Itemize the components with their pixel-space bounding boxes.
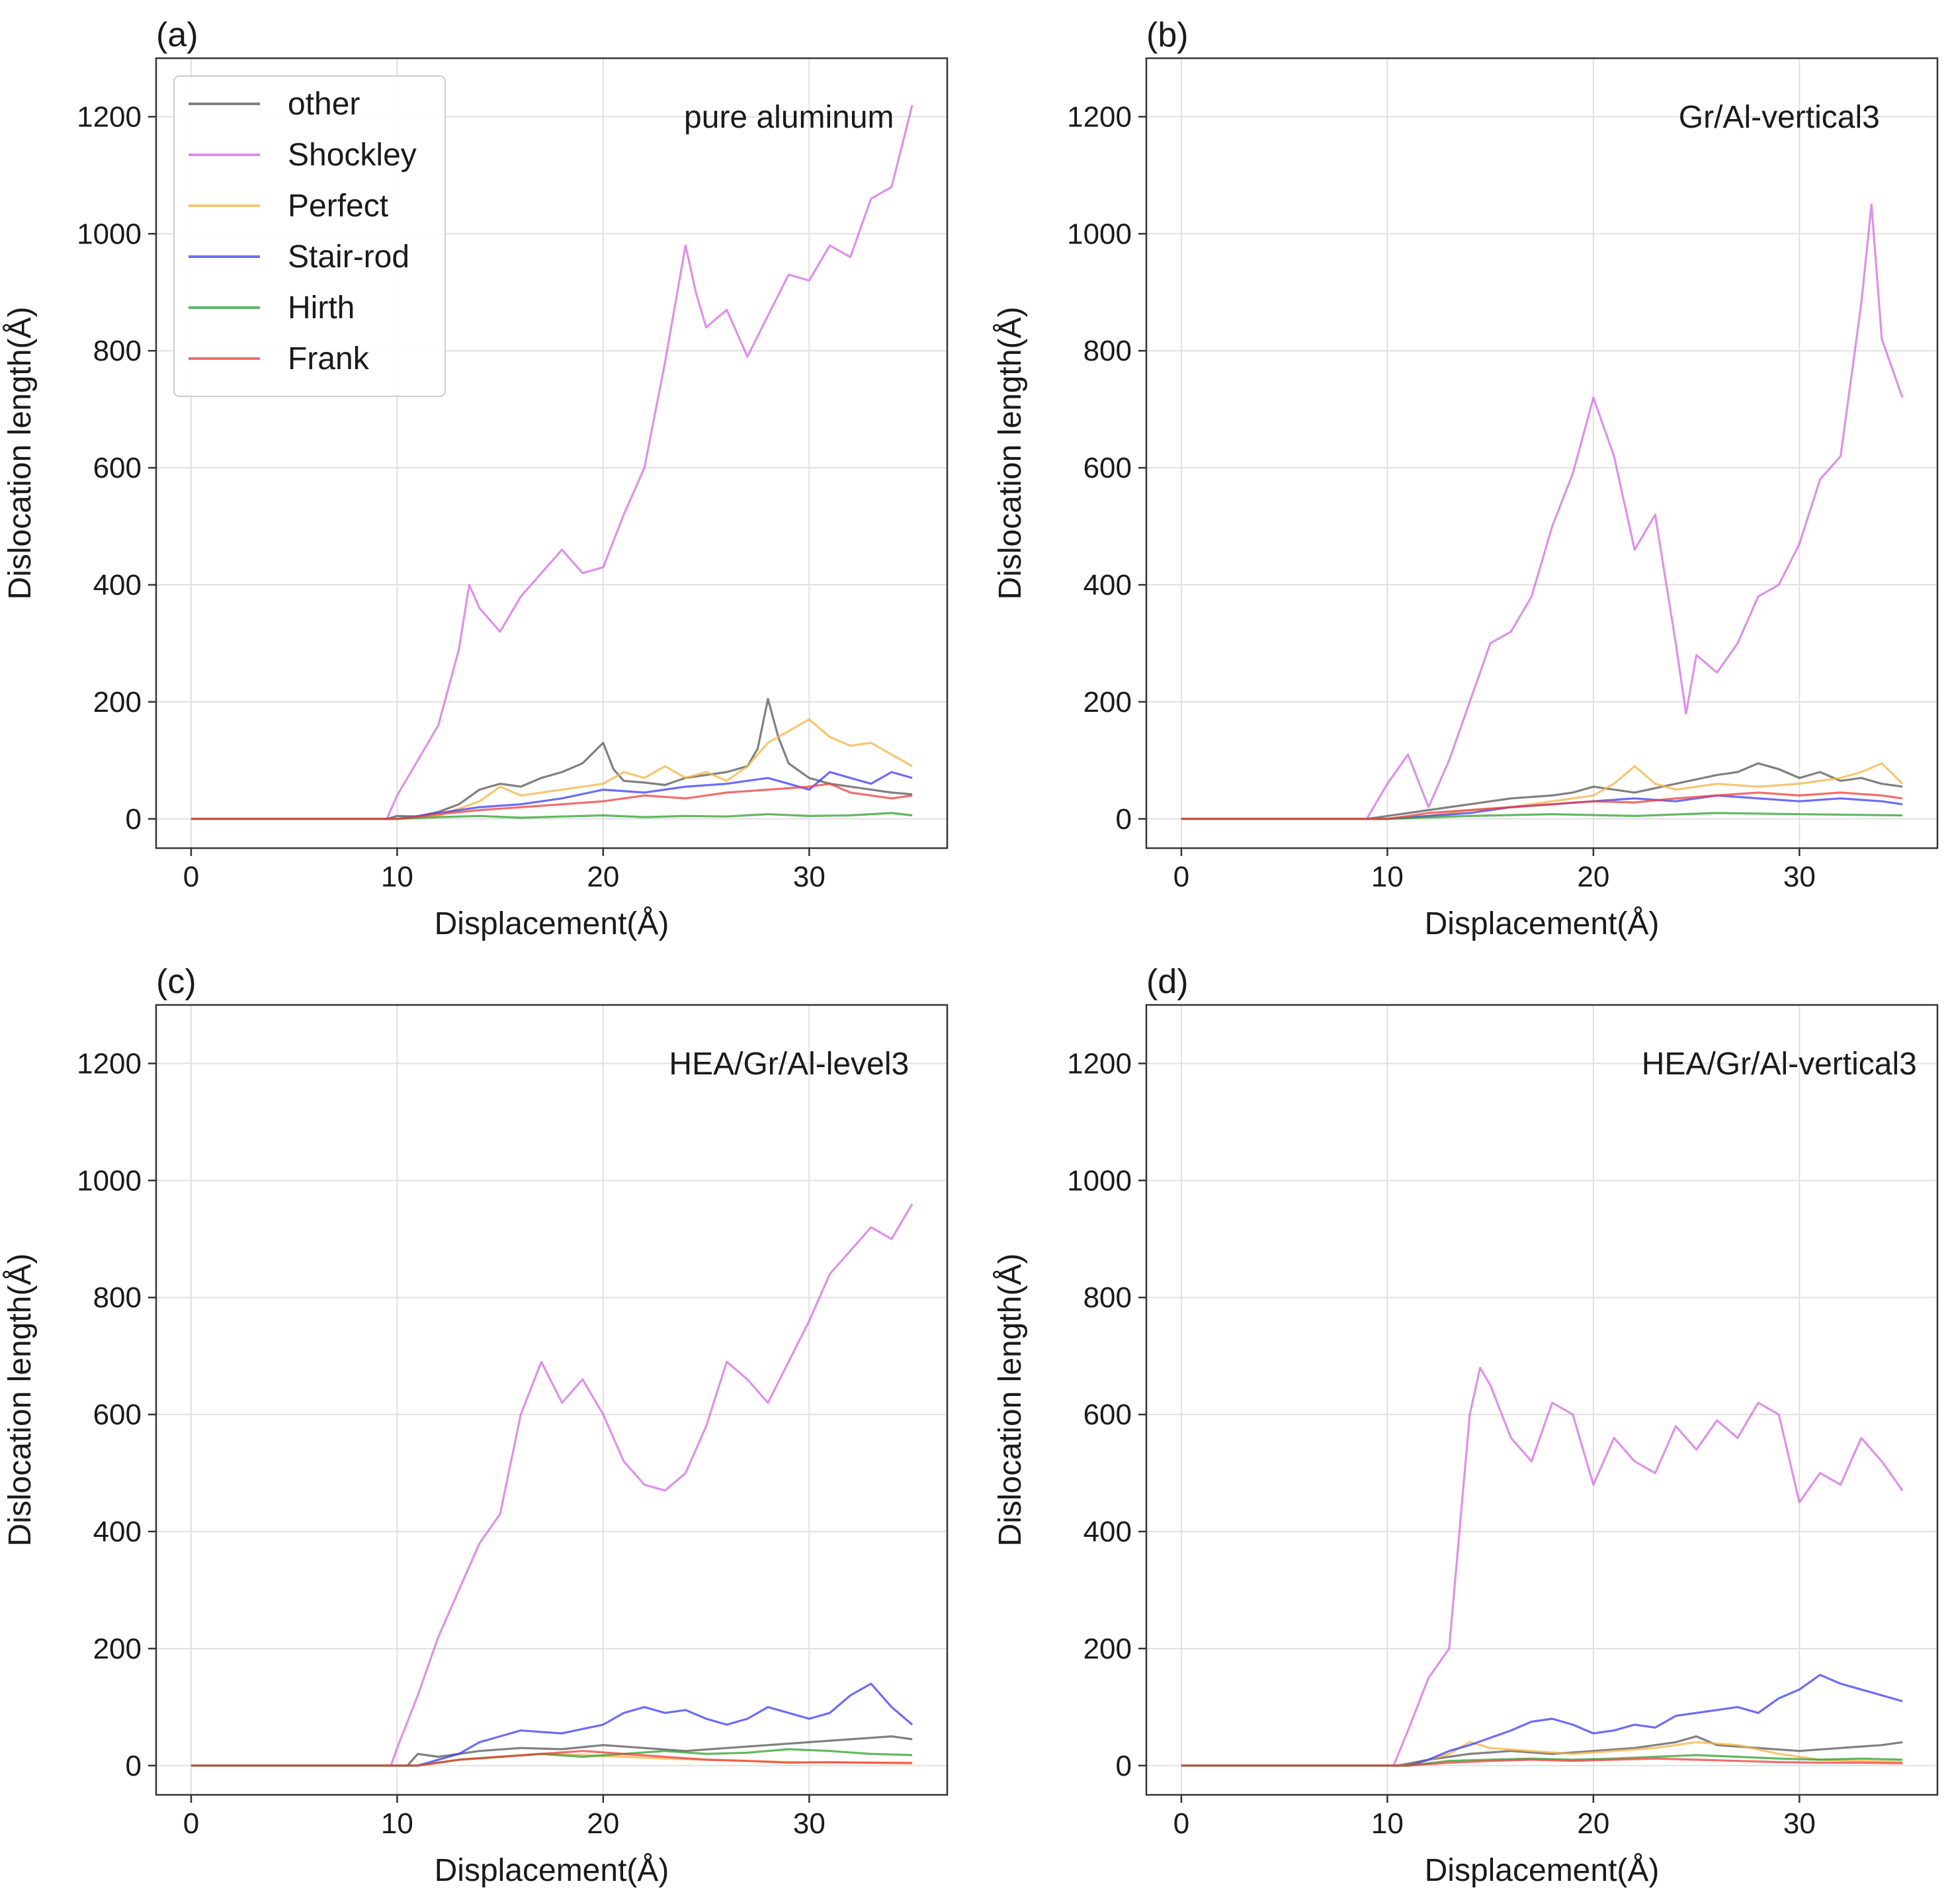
x-tick-label: 10 bbox=[1371, 861, 1404, 893]
y-tick-label: 200 bbox=[93, 686, 142, 718]
series-line-frank bbox=[1181, 1757, 1903, 1767]
y-tick-label: 1000 bbox=[1067, 218, 1132, 250]
plot-frame bbox=[1145, 1004, 1939, 1796]
y-tick-label: 0 bbox=[126, 803, 142, 836]
y-tick-label: 1000 bbox=[1067, 1164, 1132, 1197]
series-line-stair-rod bbox=[1181, 794, 1903, 820]
plot-frame bbox=[1145, 57, 1939, 849]
panel-title: HEA/Gr/Al-vertical3 bbox=[1642, 1047, 1917, 1082]
y-tick-label: 800 bbox=[93, 335, 142, 367]
chart-panel-3: 0 10 20 30 0 200 400 600 800 1000 1200 Displacement… bbox=[3, 963, 949, 1888]
y-tick-label: 200 bbox=[93, 1633, 142, 1665]
series-line-shockley bbox=[191, 1203, 913, 1767]
x-axis-label: Displacement(Å) bbox=[1425, 906, 1660, 941]
x-tick-label: 30 bbox=[793, 861, 826, 893]
x-axis-label: Displacement(Å) bbox=[1425, 1853, 1660, 1888]
y-tick-label: 400 bbox=[1083, 569, 1132, 601]
y-tick-label: 0 bbox=[126, 1750, 142, 1782]
y-tick-label: 1200 bbox=[1067, 1047, 1132, 1080]
series-line-hirth bbox=[191, 812, 913, 820]
series-line-other bbox=[1181, 762, 1903, 820]
series-line-shockley bbox=[1181, 203, 1904, 820]
series-line-shockley bbox=[191, 105, 913, 820]
panel-label: (c) bbox=[156, 963, 196, 1001]
x-axis-label: Displacement(Å) bbox=[435, 1853, 669, 1888]
series-line-other bbox=[191, 697, 913, 820]
panel-label: (a) bbox=[156, 16, 198, 54]
x-tick-label: 20 bbox=[587, 861, 619, 893]
x-tick-label: 0 bbox=[1173, 1807, 1189, 1840]
x-tick-label: 0 bbox=[183, 861, 199, 893]
series-line-shockley bbox=[1181, 1366, 1904, 1767]
legend: other Shockley Perfect Stair-rod Hirth Frank bbox=[173, 75, 446, 397]
y-tick-label: 600 bbox=[93, 1399, 142, 1431]
series-line-hirth bbox=[1181, 812, 1903, 820]
legend-label-perfect: Perfect bbox=[288, 189, 388, 224]
panel-label: (d) bbox=[1146, 963, 1189, 1001]
y-tick-label: 1200 bbox=[77, 101, 142, 133]
y-tick-label: 0 bbox=[1116, 1750, 1132, 1782]
series-line-frank bbox=[191, 783, 913, 820]
panel-title: Gr/Al-vertical3 bbox=[1679, 100, 1880, 135]
y-tick-label: 0 bbox=[1116, 803, 1132, 836]
y-tick-label: 600 bbox=[93, 452, 142, 484]
x-tick-label: 20 bbox=[1577, 1807, 1609, 1840]
y-tick-label: 1200 bbox=[1067, 101, 1132, 133]
x-axis-label: Displacement(Å) bbox=[435, 906, 669, 941]
x-tick-label: 30 bbox=[1783, 861, 1816, 893]
y-tick-label: 1000 bbox=[77, 218, 142, 250]
series-line-perfect bbox=[1181, 762, 1904, 820]
legend-label-frank: Frank bbox=[288, 341, 370, 376]
legend-label-stair-rod: Stair-rod bbox=[288, 239, 409, 275]
y-tick-label: 200 bbox=[1083, 686, 1132, 718]
legend-label-hirth: Hirth bbox=[288, 290, 355, 325]
y-axis-label: Dislocation length(Å) bbox=[993, 307, 1028, 600]
y-axis-label: Dislocation length(Å) bbox=[3, 307, 38, 600]
series-line-stair-rod bbox=[1181, 1674, 1903, 1767]
chart-panel-1: 0 10 20 30 0 200 400 600 800 1000 1200 Displacement… bbox=[3, 16, 949, 941]
series-line-frank bbox=[191, 1750, 913, 1767]
y-tick-label: 1000 bbox=[77, 1164, 142, 1197]
x-tick-label: 30 bbox=[793, 1807, 826, 1840]
panel-title: HEA/Gr/Al-level3 bbox=[669, 1047, 909, 1082]
y-tick-label: 400 bbox=[93, 1516, 142, 1548]
series-line-hirth bbox=[1181, 1754, 1903, 1767]
x-tick-label: 10 bbox=[381, 861, 413, 893]
y-tick-label: 400 bbox=[93, 569, 142, 601]
plot-frame bbox=[155, 1004, 949, 1796]
series-line-perfect bbox=[191, 718, 913, 820]
x-tick-label: 0 bbox=[183, 1807, 199, 1840]
series-line-other bbox=[191, 1735, 913, 1767]
series-line-frank bbox=[1181, 791, 1903, 820]
panel-title: pure aluminum bbox=[684, 100, 894, 135]
x-tick-label: 30 bbox=[1783, 1807, 1816, 1840]
legend-label-shockley: Shockley bbox=[288, 138, 417, 173]
y-axis-label: Dislocation length(Å) bbox=[3, 1254, 38, 1547]
y-tick-label: 800 bbox=[1083, 1281, 1132, 1314]
y-tick-label: 800 bbox=[1083, 335, 1132, 367]
y-tick-label: 600 bbox=[1083, 452, 1132, 484]
chart-panel-4: 0 10 20 30 0 200 400 600 800 1000 1200 Displacement… bbox=[993, 963, 1939, 1888]
x-tick-label: 20 bbox=[587, 1807, 619, 1840]
y-tick-label: 400 bbox=[1083, 1516, 1132, 1548]
x-tick-label: 10 bbox=[1371, 1807, 1404, 1840]
x-tick-label: 0 bbox=[1173, 861, 1189, 893]
legend-label-other: other bbox=[288, 87, 360, 122]
y-tick-label: 200 bbox=[1083, 1633, 1132, 1665]
plot-frame bbox=[155, 57, 949, 849]
y-tick-label: 600 bbox=[1083, 1399, 1132, 1431]
y-tick-label: 1200 bbox=[77, 1047, 142, 1080]
y-tick-label: 800 bbox=[93, 1281, 142, 1314]
x-tick-label: 20 bbox=[1577, 861, 1609, 893]
series-line-stair-rod bbox=[191, 771, 913, 820]
chart-panel-2: 0 10 20 30 0 200 400 600 800 1000 1200 Displacement… bbox=[993, 16, 1939, 941]
x-tick-label: 10 bbox=[381, 1807, 413, 1840]
y-axis-label: Dislocation length(Å) bbox=[993, 1254, 1028, 1547]
panel-label: (b) bbox=[1146, 16, 1189, 54]
series-line-other bbox=[1181, 1735, 1903, 1767]
series-line-stair-rod bbox=[191, 1682, 913, 1767]
